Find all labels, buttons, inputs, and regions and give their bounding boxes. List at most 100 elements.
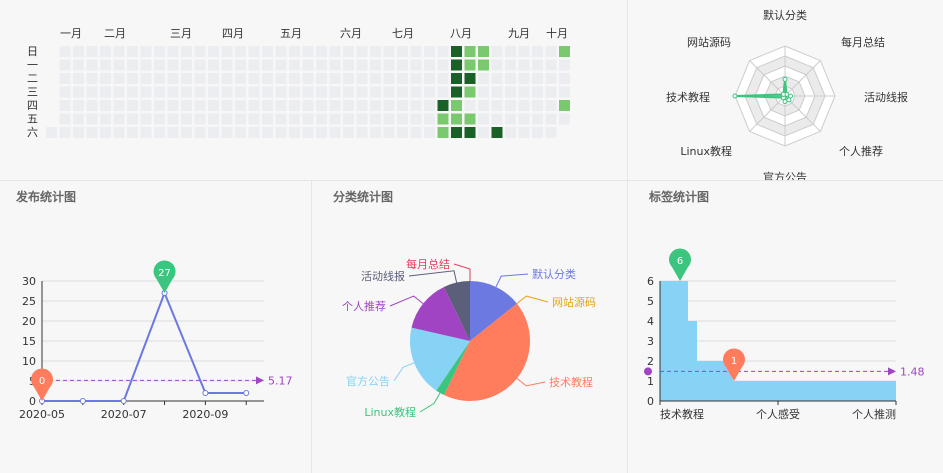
heatmap-cell <box>464 73 476 84</box>
heatmap-cell <box>275 100 287 111</box>
heatmap-cell <box>194 73 206 84</box>
heatmap-cell <box>518 59 530 71</box>
heatmap-cell <box>316 59 327 71</box>
heatmap-cell <box>73 46 84 57</box>
heatmap-cell <box>451 73 462 84</box>
heatmap-cell <box>262 46 273 57</box>
heatmap-cell <box>370 46 381 57</box>
radar-indicator-label: 默认分类 <box>763 8 807 22</box>
heatmap-cell <box>559 100 570 111</box>
radar-indicator-label: 每月总结 <box>841 35 885 49</box>
heatmap-cell <box>59 113 71 125</box>
heatmap-cell <box>275 46 287 57</box>
x-tick-label: 2020-07 <box>101 408 147 421</box>
heatmap-cell <box>478 59 489 71</box>
heatmap-cell <box>289 73 300 84</box>
heatmap-cell <box>505 127 516 138</box>
heatmap-cell <box>194 100 206 111</box>
heatmap-cell <box>262 113 273 125</box>
radar-point <box>782 99 788 105</box>
heatmap-cell <box>100 46 111 57</box>
heatmap-cell <box>248 113 260 125</box>
heatmap-cell <box>383 73 395 84</box>
heatmap-cell <box>127 113 138 125</box>
heatmap-cell <box>437 113 449 125</box>
divider-3 <box>0 180 943 181</box>
heatmap-cell <box>451 46 462 57</box>
heatmap-cell <box>302 113 314 125</box>
pie-leader-line <box>408 270 458 283</box>
radar-point <box>786 97 792 103</box>
heatmap-cell <box>532 86 543 98</box>
radar-axis <box>749 60 786 97</box>
heatmap-cell <box>208 100 219 111</box>
weekday-label: 五 <box>27 113 38 126</box>
heatmap-cell <box>518 100 530 111</box>
heatmap-cell <box>410 113 422 125</box>
heatmap-cell <box>73 100 84 111</box>
heatmap-cell <box>302 73 314 84</box>
heatmap-cell <box>559 59 570 71</box>
heatmap-cell <box>397 113 408 125</box>
heatmap-cell <box>275 59 287 71</box>
max-marker-shape <box>153 260 176 293</box>
heatmap-cell <box>302 59 314 71</box>
min-marker: 1 <box>723 348 745 381</box>
heatmap-cell <box>532 59 543 71</box>
heatmap-cell <box>383 113 395 125</box>
heatmap-cell <box>167 59 179 71</box>
heatmap-cell <box>100 59 111 71</box>
heatmap-cell <box>167 46 179 57</box>
radar-point <box>780 91 786 97</box>
x-tick-label: 个人感受 <box>756 408 800 421</box>
weekday-label: 二 <box>27 72 38 85</box>
heatmap-cell <box>181 86 192 98</box>
x-tick-label: 技术教程 <box>660 408 704 421</box>
heatmap-cell <box>86 59 98 71</box>
pie-leader-line <box>495 273 529 288</box>
y-tick-label: 25 <box>22 295 36 308</box>
heatmap-cell <box>140 59 152 71</box>
heatmap-cell <box>491 59 503 71</box>
heatmap-cell <box>59 46 71 57</box>
max-marker-label: 6 <box>677 256 683 267</box>
heatmap-cell <box>410 73 422 84</box>
heatmap-cell <box>59 86 71 98</box>
month-label: 十月 <box>546 26 568 40</box>
heatmap-cell <box>221 46 233 57</box>
pie-slice <box>409 327 470 391</box>
heatmap-cell <box>235 59 246 71</box>
heatmap-cell <box>289 100 300 111</box>
heatmap-cell <box>437 86 449 98</box>
heatmap-cell <box>73 86 84 98</box>
heatmap-cell <box>59 59 71 71</box>
heatmap-cell <box>370 127 381 138</box>
heatmap-cell <box>505 59 516 71</box>
tag-chart-title: 标签统计图 <box>649 190 710 204</box>
pie-label: 个人推荐 <box>342 299 386 313</box>
month-label: 六月 <box>340 27 362 40</box>
category-chart-title: 分类统计图 <box>333 190 394 204</box>
heatmap-cell <box>343 113 354 125</box>
weekday-label: 日 <box>27 45 38 58</box>
heatmap-cell <box>208 127 219 138</box>
heatmap-cell <box>221 86 233 98</box>
heatmap-cell <box>451 100 462 111</box>
heatmap-cell <box>154 46 165 57</box>
heatmap-cell <box>86 100 98 111</box>
heatmap-cell <box>302 46 314 57</box>
heatmap-cell <box>505 113 516 125</box>
heatmap-cell <box>437 100 449 111</box>
heatmap-cell <box>262 127 273 138</box>
radar-point <box>732 93 738 99</box>
month-label: 五月 <box>280 27 302 40</box>
heatmap-cell <box>316 73 327 84</box>
heatmap-cell <box>127 46 138 57</box>
heatmap-cell <box>100 73 111 84</box>
heatmap-cell <box>437 46 449 57</box>
heatmap-cell <box>478 86 489 98</box>
heatmap-cell <box>451 86 462 98</box>
x-tick-label: 2020-05 <box>19 408 65 421</box>
